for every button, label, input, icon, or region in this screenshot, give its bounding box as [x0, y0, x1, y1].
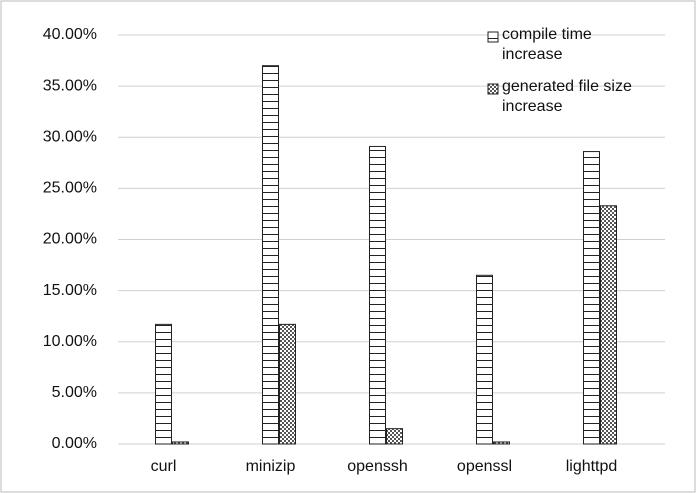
y-tick-label: 40.00% [43, 26, 97, 43]
y-tick-label: 10.00% [43, 333, 97, 350]
legend-label: generated file size increase [502, 78, 632, 115]
bar [476, 274, 493, 445]
y-tick-label: 0.00% [52, 435, 97, 452]
legend-label: compile time increase [502, 26, 592, 63]
x-tick-label: curl [151, 458, 177, 475]
bar [279, 323, 296, 445]
y-tick-label: 20.00% [43, 231, 97, 248]
bar [493, 441, 510, 445]
legend-swatch [487, 31, 499, 43]
bar [172, 441, 189, 445]
x-tick-label: openssh [347, 458, 408, 475]
bar [600, 205, 617, 445]
y-tick-label: 30.00% [43, 128, 97, 145]
bar [155, 323, 172, 445]
y-tick-label: 5.00% [52, 384, 97, 401]
bar [262, 65, 279, 445]
y-tick-label: 35.00% [43, 77, 97, 94]
y-tick-label: 25.00% [43, 180, 97, 197]
legend-swatch [487, 83, 499, 95]
x-tick-label: openssl [457, 458, 512, 475]
x-tick-label: lighttpd [566, 458, 618, 475]
y-tick-label: 15.00% [43, 282, 97, 299]
bar [369, 145, 386, 445]
bar [583, 151, 600, 445]
bar [386, 428, 403, 445]
x-tick-label: minizip [246, 458, 296, 475]
